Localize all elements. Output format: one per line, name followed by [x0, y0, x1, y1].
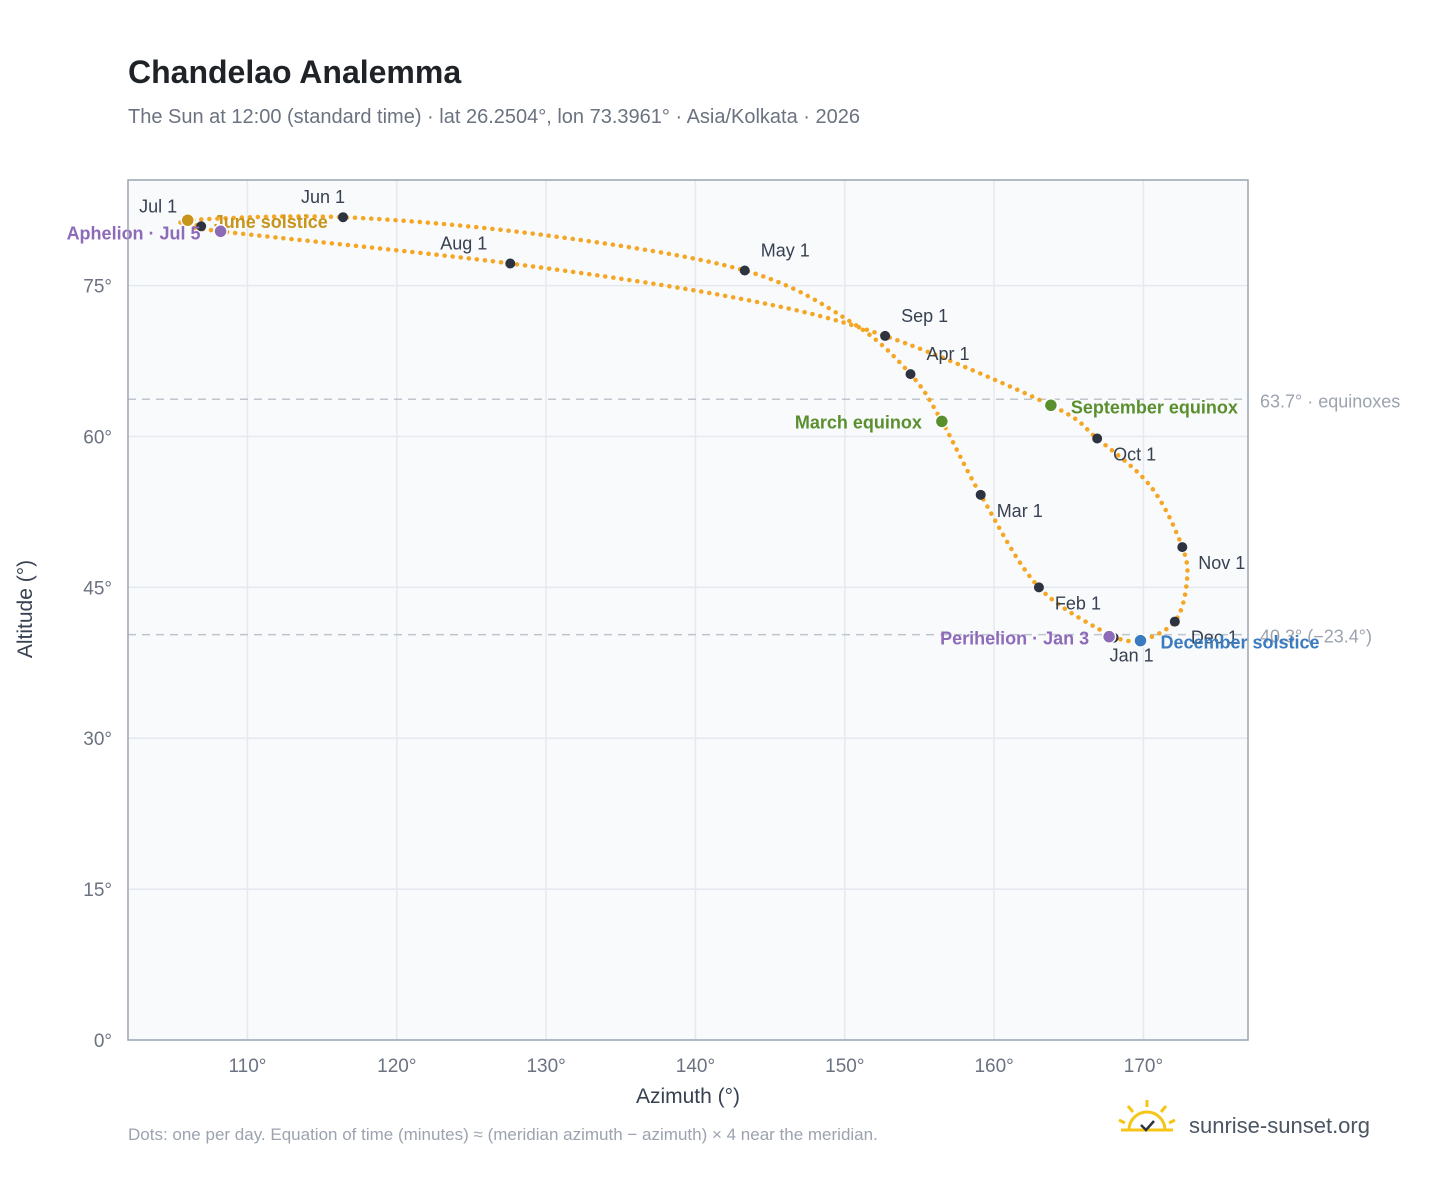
- event-label: June solstice: [214, 212, 328, 232]
- x-tick-label: 130°: [526, 1056, 565, 1077]
- y-tick-label: 0°: [94, 1031, 112, 1052]
- event-marker: [934, 414, 950, 429]
- sun-icon: [1118, 1100, 1176, 1132]
- brand-logo: sunrise-sunset.org: [1118, 1100, 1370, 1138]
- month-marker: [1177, 542, 1188, 553]
- event-marker: [1133, 633, 1148, 648]
- month-label: Mar 1: [997, 501, 1043, 521]
- month-label: Jul 1: [139, 196, 177, 216]
- month-label: Jun 1: [301, 187, 345, 207]
- month-marker: [1033, 582, 1044, 593]
- month-label: Apr 1: [927, 344, 970, 364]
- y-tick-label: 15°: [83, 880, 112, 901]
- month-marker: [505, 258, 516, 269]
- x-tick-label: 140°: [676, 1056, 715, 1077]
- month-marker: [1092, 433, 1103, 444]
- y-axis-label: Altitude (°): [14, 560, 37, 658]
- y-tick-label: 30°: [83, 729, 112, 750]
- event-label: September equinox: [1071, 397, 1238, 417]
- x-tick-label: 160°: [974, 1056, 1013, 1077]
- reference-line-label: 40.3° (−23.4°): [1260, 627, 1372, 647]
- event-marker: [180, 212, 195, 228]
- footnote: Dots: one per day. Equation of time (min…: [128, 1125, 878, 1144]
- month-marker: [975, 489, 986, 500]
- month-label: Aug 1: [440, 233, 487, 253]
- event-label: Perihelion · Jan 3: [940, 629, 1089, 649]
- axis-ticks: 110° 120° 130° 140° 150° 160° 170° 0° 15° 30° 45° 6…: [83, 277, 1163, 1077]
- month-marker: [338, 212, 349, 223]
- reference-lines: 63.7° · equinoxes 40.3° (−23.4°): [128, 391, 1400, 647]
- x-tick-label: 110°: [229, 1056, 267, 1077]
- month-label: Nov 1: [1198, 553, 1245, 573]
- chart-subtitle: The Sun at 12:00 (standard time) · lat 2…: [128, 106, 860, 128]
- x-tick-label: 170°: [1124, 1056, 1163, 1077]
- month-label: Oct 1: [1113, 445, 1156, 465]
- month-label: Feb 1: [1055, 593, 1101, 613]
- x-tick-label: 120°: [377, 1056, 416, 1077]
- month-marker: [1169, 616, 1180, 627]
- x-tick-label: 150°: [825, 1056, 864, 1077]
- event-marker: [1101, 629, 1117, 644]
- chart-title: Chandelao Analemma: [128, 54, 461, 90]
- event-label: December solstice: [1160, 633, 1319, 653]
- event-marker: [213, 224, 228, 239]
- plot-area: [128, 180, 1248, 1040]
- month-marker: [880, 330, 891, 341]
- y-tick-label: 75°: [83, 277, 112, 298]
- month-label: Dec 1: [1191, 628, 1238, 648]
- month-label: Jan 1: [1110, 646, 1154, 666]
- event-marker: [1043, 398, 1059, 413]
- x-axis-label: Azimuth (°): [636, 1085, 740, 1108]
- reference-line-label: 63.7° · equinoxes: [1260, 391, 1400, 411]
- month-label: Sep 1: [901, 306, 948, 326]
- event-label: Aphelion · Jul 5: [67, 223, 201, 243]
- brand-name: sunrise-sunset.org: [1189, 1113, 1370, 1138]
- month-marker: [905, 369, 916, 380]
- month-label: May 1: [761, 241, 810, 261]
- y-tick-label: 60°: [83, 427, 112, 448]
- event-markers: March equinox September equinox June solst…: [67, 212, 1320, 652]
- plot-frame: [127, 179, 1249, 1041]
- y-tick-label: 45°: [83, 578, 112, 599]
- event-label: March equinox: [795, 412, 922, 432]
- month-marker: [739, 265, 750, 276]
- month-marker: [196, 221, 207, 232]
